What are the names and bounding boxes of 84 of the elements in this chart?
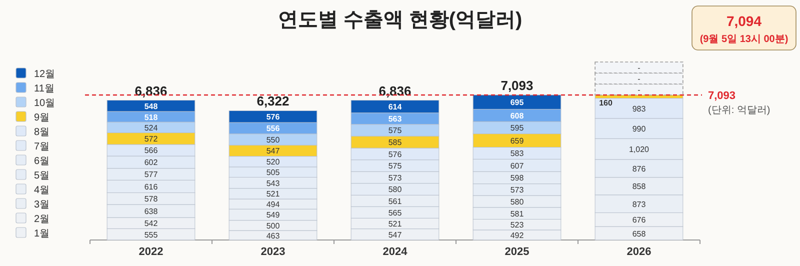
- data-label: 520: [266, 158, 280, 167]
- data-label: 160: [599, 98, 613, 108]
- data-label: 576: [266, 112, 280, 122]
- legend-label: 7월: [34, 142, 50, 152]
- data-label: 990: [632, 124, 646, 134]
- data-label: 580: [388, 185, 402, 194]
- chart-title: 연도별 수출액 현황(억달러): [278, 9, 522, 31]
- legend-label: 3월: [34, 200, 50, 210]
- x-tick-label: 2023: [260, 246, 286, 258]
- data-label: 983: [632, 104, 646, 114]
- data-label: 548: [144, 102, 158, 111]
- text: -: [638, 74, 640, 84]
- data-label: 614: [388, 102, 402, 112]
- data-label: 1,020: [628, 145, 650, 154]
- data-label: 547: [266, 146, 280, 156]
- text: -: [638, 64, 640, 72]
- data-label: 494: [266, 200, 280, 210]
- data-label: 572: [144, 134, 158, 144]
- x-tick-label: 2025: [504, 246, 530, 258]
- data-label: 563: [388, 114, 402, 124]
- data-label: 523: [510, 220, 524, 230]
- text: -: [638, 86, 640, 94]
- data-label: 858: [632, 182, 646, 192]
- data-label: 595: [510, 124, 524, 133]
- legend-label: 1월: [34, 228, 50, 240]
- data-label: 873: [632, 200, 646, 209]
- data-label: 518: [144, 112, 158, 122]
- data-label: 565: [388, 208, 402, 218]
- data-label: 573: [388, 173, 402, 182]
- data-label: 578: [144, 194, 158, 204]
- data-label: 500: [266, 221, 280, 230]
- legend-label: 6월: [34, 156, 50, 167]
- data-label: 542: [144, 219, 158, 228]
- legend-label: 11월: [34, 84, 54, 94]
- data-label: 524: [144, 123, 158, 132]
- data-label: 561: [388, 196, 402, 206]
- data-label: 550: [266, 135, 280, 144]
- data-label: 555: [144, 230, 158, 240]
- total-label: 7,093: [500, 78, 534, 93]
- total-label: 6,322: [256, 94, 290, 109]
- data-label: 607: [510, 161, 524, 170]
- data-label: 549: [266, 210, 280, 220]
- x-tick-label: 2024: [382, 246, 408, 258]
- text: 7,094: [726, 13, 762, 29]
- data-label: 659: [510, 136, 524, 146]
- ref-line-label: 7,093: [708, 90, 736, 102]
- data-label: 695: [510, 98, 524, 108]
- data-label: 602: [144, 158, 158, 168]
- data-label: 575: [388, 162, 402, 171]
- x-tick-label: 2022: [138, 246, 164, 258]
- legend-label: 10월: [34, 98, 56, 109]
- data-label: 598: [510, 174, 524, 183]
- data-label: 576: [388, 150, 402, 159]
- data-label: 676: [632, 216, 646, 225]
- legend-label: 2월: [34, 214, 50, 225]
- x-tick-label: 2026: [626, 246, 652, 258]
- data-label: 492: [510, 230, 524, 240]
- data-label: 581: [510, 209, 524, 218]
- data-label: 573: [510, 186, 524, 195]
- data-label: 580: [510, 197, 524, 206]
- legend-label: 5월: [34, 170, 50, 182]
- text: (9월 5일 13시 00분): [700, 34, 788, 45]
- data-label: 585: [388, 138, 402, 148]
- data-label: 547: [388, 230, 402, 240]
- data-label: 505: [266, 168, 280, 178]
- data-label: 583: [510, 149, 524, 158]
- data-label: 616: [144, 182, 158, 192]
- data-label: 521: [266, 190, 280, 199]
- legend-label: 4월: [34, 185, 50, 196]
- data-label: 543: [266, 178, 280, 188]
- data-label: 608: [510, 111, 524, 120]
- legend-label: 12월: [34, 69, 56, 80]
- data-label: 521: [388, 219, 402, 228]
- data-label: 638: [144, 207, 158, 216]
- legend-label: 8월: [34, 127, 50, 138]
- data-label: 876: [632, 164, 646, 174]
- data-label: 577: [144, 170, 158, 180]
- data-label: 575: [388, 126, 402, 136]
- data-label: 658: [632, 229, 646, 238]
- text: (단위: 억달러): [708, 105, 770, 116]
- data-label: 566: [144, 146, 158, 156]
- data-label: 463: [266, 231, 280, 240]
- data-label: 556: [266, 124, 280, 134]
- legend-label: 9월: [34, 112, 50, 124]
